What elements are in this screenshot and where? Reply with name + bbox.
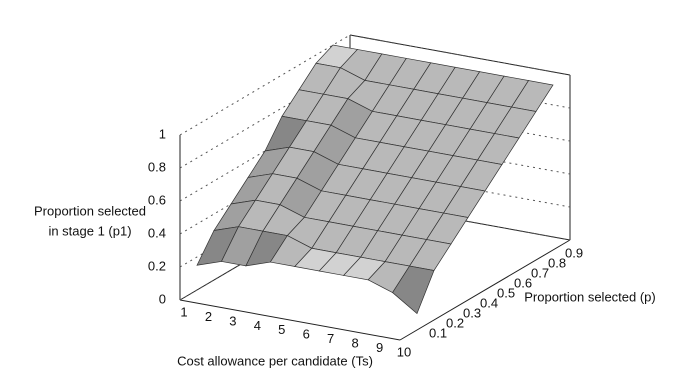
x-tick-label: 9 bbox=[376, 340, 383, 355]
y-tick-label: 0.6 bbox=[514, 275, 532, 290]
x-tick-label: 8 bbox=[351, 336, 358, 351]
y-tick-label: 0.5 bbox=[497, 285, 515, 300]
x-tick-label: 4 bbox=[254, 318, 261, 333]
y-tick-label: 0.7 bbox=[531, 265, 549, 280]
z-tick-label: 0 bbox=[159, 291, 166, 306]
y-axis-label: Proportion selected (p) bbox=[524, 289, 656, 304]
y-tick-label: 0.8 bbox=[548, 255, 566, 270]
z-tick-label: 1 bbox=[159, 126, 166, 141]
y-tick-label: 0.2 bbox=[446, 315, 464, 330]
grid-line bbox=[349, 34, 571, 76]
x-tick-label: 1 bbox=[180, 304, 187, 319]
x-tick-label: 7 bbox=[327, 331, 334, 346]
x-axis bbox=[179, 299, 401, 341]
y-tick-label: 0.3 bbox=[463, 305, 481, 320]
z-tick-label: 0.2 bbox=[148, 258, 166, 273]
y-tick-label: 0.1 bbox=[429, 325, 447, 340]
x-axis-label: Cost allowance per candidate (Ts) bbox=[177, 353, 373, 368]
x-tick-label: 6 bbox=[303, 327, 310, 342]
x-tick-label: 3 bbox=[229, 313, 236, 328]
z-tick-label: 0.4 bbox=[148, 225, 166, 240]
x-tick-label: 2 bbox=[205, 309, 212, 324]
surface-cell bbox=[392, 265, 435, 315]
x-tick-label: 10 bbox=[397, 344, 411, 359]
y-tick-label: 0.4 bbox=[480, 295, 498, 310]
z-tick-label: 0.6 bbox=[148, 192, 166, 207]
y-axis bbox=[399, 239, 571, 341]
z-axis-label: Proportion selected bbox=[34, 203, 146, 218]
z-tick-label: 0.8 bbox=[148, 159, 166, 174]
z-axis-label: in stage 1 (p1) bbox=[48, 223, 131, 238]
y-tick-label: 0.9 bbox=[565, 245, 583, 260]
x-tick-label: 5 bbox=[278, 322, 285, 337]
